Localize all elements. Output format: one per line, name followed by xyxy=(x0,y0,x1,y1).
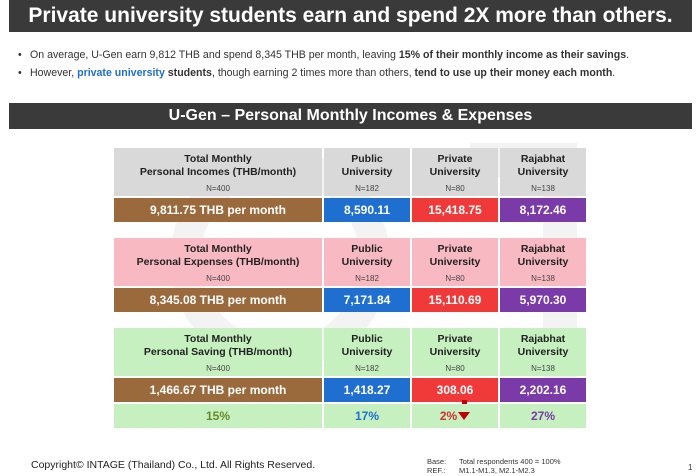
sample-size: N=80 xyxy=(445,184,465,193)
bullet-highlight-text: private university xyxy=(77,67,165,79)
header-line: University xyxy=(517,165,569,178)
header-line: Rajabhat xyxy=(520,243,566,255)
base-label: Base: xyxy=(427,457,447,466)
saving-private-header: Private University N=80 xyxy=(412,328,498,376)
bullet-item-2: • However, private university students, t… xyxy=(18,64,688,82)
base-value: Total respondents 400 = 100% xyxy=(459,457,561,466)
down-arrow-icon xyxy=(457,400,471,428)
incomes-table-header: Total Monthly Personal Incomes (THB/month… xyxy=(114,148,586,196)
incomes-private-header: Private University N=80 xyxy=(412,148,498,196)
header-line: University xyxy=(517,255,569,268)
bullet-dot: • xyxy=(18,67,22,79)
sample-size: N=182 xyxy=(355,274,379,283)
expenses-value-row: 8,345.08 THB per month 7,171.84 15,110.6… xyxy=(114,288,586,312)
saving-public-header: Public University N=182 xyxy=(324,328,410,376)
bullet-bold-text: 15% of their monthly income as their sav… xyxy=(398,49,627,61)
saving-value-row: 1,466.67 THB per month 1,418.27 308.06 2… xyxy=(114,378,586,402)
saving-private-percent-cell: 2% xyxy=(412,400,498,428)
header-line: University xyxy=(517,345,569,358)
saving-total-header: Total Monthly Personal Saving (THB/month)… xyxy=(114,328,322,376)
base-note: Base: Total respondents 400 = 100% REF.: M… xyxy=(427,457,561,475)
header-line: Personal Incomes (THB/month) xyxy=(139,165,297,178)
header-line: University xyxy=(429,165,481,178)
sample-size: N=400 xyxy=(206,364,230,373)
saving-table: Total Monthly Personal Saving (THB/month)… xyxy=(114,328,586,428)
incomes-total-header: Total Monthly Personal Incomes (THB/month… xyxy=(114,148,322,196)
incomes-value-row: 9,811.75 THB per month 8,590.11 15,418.7… xyxy=(114,198,586,222)
bullet-bold-text: students xyxy=(164,67,212,79)
sample-size: N=138 xyxy=(531,364,555,373)
header-line: University xyxy=(341,165,393,178)
expenses-rajabhat-value: 5,970.30 xyxy=(500,288,586,312)
saving-total-value: 1,466.67 THB per month xyxy=(114,378,322,402)
saving-rajabhat-header: Rajabhat University N=138 xyxy=(500,328,586,376)
saving-percent-row: 15% 17% 2% 27% xyxy=(114,400,586,428)
header-line: Public xyxy=(351,333,383,345)
sample-size: N=182 xyxy=(355,184,379,193)
ref-label: REF.: xyxy=(427,466,446,475)
saving-public-value: 1,418.27 xyxy=(324,378,410,402)
saving-private-value: 308.06 xyxy=(412,378,498,402)
sample-size: N=182 xyxy=(355,364,379,373)
saving-total-percent: 15% xyxy=(114,404,322,428)
header-line: Total Monthly xyxy=(184,333,252,345)
expenses-table: Total Monthly Personal Expenses (THB/mont… xyxy=(114,238,586,312)
incomes-rajabhat-value: 8,172.46 xyxy=(500,198,586,222)
header-line: Personal Expenses (THB/month) xyxy=(136,255,300,268)
header-line: Rajabhat xyxy=(520,333,566,345)
header-line: Public xyxy=(351,243,383,255)
expenses-total-value: 8,345.08 THB per month xyxy=(114,288,322,312)
expenses-public-value: 7,171.84 xyxy=(324,288,410,312)
slide-title: Private university students earn and spe… xyxy=(9,0,692,32)
page-number: 1 xyxy=(688,463,693,472)
sample-size: N=400 xyxy=(206,274,230,283)
header-line: Public xyxy=(351,153,383,165)
bullet-text: However, xyxy=(30,67,78,79)
header-line: Total Monthly xyxy=(184,243,252,255)
section-title: U-Gen – Personal Monthly Incomes & Expen… xyxy=(9,103,692,129)
header-line: Private xyxy=(437,333,473,345)
ref-value: M1.1-M1.3, M2.1-M2.3 xyxy=(459,466,535,475)
header-line: University xyxy=(429,255,481,268)
expenses-private-header: Private University N=80 xyxy=(412,238,498,286)
incomes-private-value: 15,418.75 xyxy=(412,198,498,222)
bullet-text-end: . xyxy=(612,67,616,79)
expenses-table-header: Total Monthly Personal Expenses (THB/mont… xyxy=(114,238,586,286)
bullet-text: , though earning 2 times more than other… xyxy=(211,67,415,79)
header-line: Personal Saving (THB/month) xyxy=(143,345,293,358)
sample-size: N=80 xyxy=(445,274,465,283)
header-line: University xyxy=(341,345,393,358)
expenses-total-header: Total Monthly Personal Expenses (THB/mont… xyxy=(114,238,322,286)
sample-size: N=138 xyxy=(531,184,555,193)
header-line: Rajabhat xyxy=(520,153,566,165)
sample-size: N=138 xyxy=(531,274,555,283)
saving-public-percent: 17% xyxy=(324,404,410,428)
copyright-text: Copyright© INTAGE (Thailand) Co., Ltd. A… xyxy=(31,459,316,471)
saving-rajabhat-value: 2,202.16 xyxy=(500,378,586,402)
sample-size: N=400 xyxy=(206,184,230,193)
incomes-public-value: 8,590.11 xyxy=(324,198,410,222)
saving-private-percent: 2% xyxy=(439,409,458,423)
saving-table-header: Total Monthly Personal Saving (THB/month)… xyxy=(114,328,586,376)
header-line: Private xyxy=(437,243,473,255)
header-line: University xyxy=(429,345,481,358)
expenses-public-header: Public University N=182 xyxy=(324,238,410,286)
header-line: Private xyxy=(437,153,473,165)
incomes-total-value: 9,811.75 THB per month xyxy=(114,198,322,222)
expenses-rajabhat-header: Rajabhat University N=138 xyxy=(500,238,586,286)
bullet-dot: • xyxy=(18,49,22,61)
bullet-bold-text: tend to use up their money each month xyxy=(414,67,613,79)
bullet-item-1: • On average, U-Gen earn 9,812 THB and sp… xyxy=(18,46,688,64)
incomes-rajabhat-header: Rajabhat University N=138 xyxy=(500,148,586,196)
saving-rajabhat-percent: 27% xyxy=(500,404,586,428)
bullet-list: • On average, U-Gen earn 9,812 THB and sp… xyxy=(18,46,688,82)
bullet-text: On average, U-Gen earn 9,812 THB and spe… xyxy=(30,49,399,61)
header-line: University xyxy=(341,255,393,268)
header-line: Total Monthly xyxy=(184,153,252,165)
bullet-text-end: . xyxy=(626,49,630,61)
sample-size: N=80 xyxy=(445,364,465,373)
incomes-table: Total Monthly Personal Incomes (THB/month… xyxy=(114,148,586,222)
incomes-public-header: Public University N=182 xyxy=(324,148,410,196)
expenses-private-value: 15,110.69 xyxy=(412,288,498,312)
